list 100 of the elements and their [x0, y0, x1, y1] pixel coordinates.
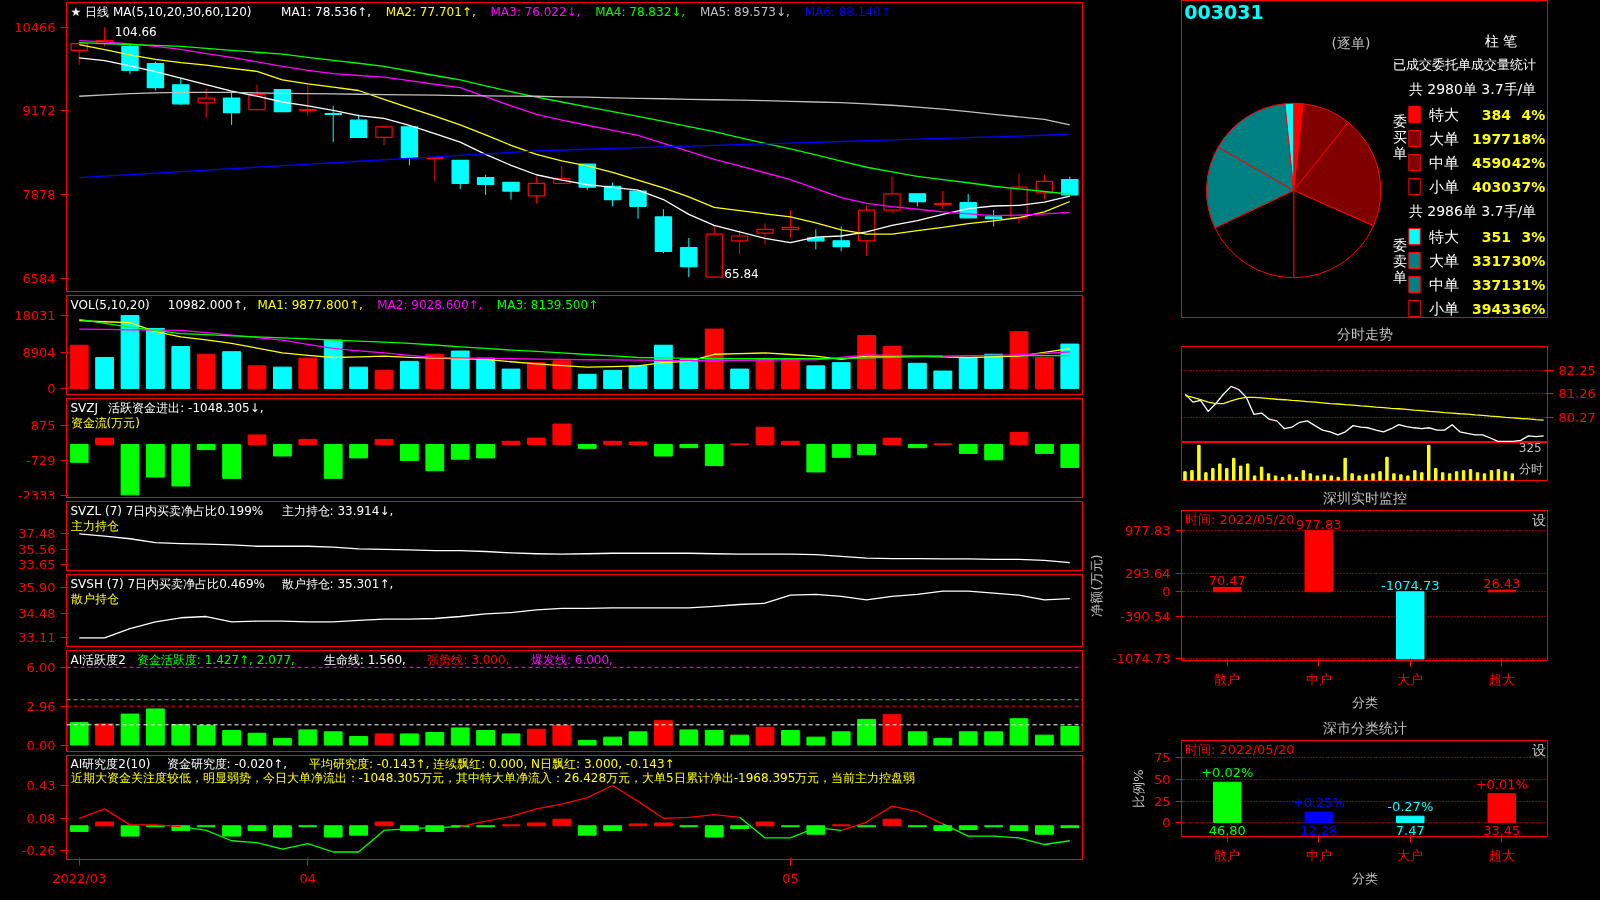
text: 37%: [1511, 178, 1546, 195]
y-tick-label: -390.54: [1120, 608, 1171, 624]
annotation: 325: [1518, 440, 1542, 455]
x-axis-title: 分类: [1351, 870, 1378, 886]
text: 4%: [1521, 106, 1546, 123]
y-tick-label: 33.11: [18, 630, 56, 646]
y-tick-label: 37.48: [18, 526, 56, 542]
y-tick-label: 8904: [22, 344, 56, 360]
chart-title: ★ 日线 MA(5,10,20,30,60,120): [70, 4, 252, 19]
y-tick-label: 0.00: [26, 737, 56, 753]
data-label: 3371: [1472, 276, 1512, 293]
text: MA3: 8139.500↑: [496, 297, 599, 312]
x-tick-label: 散户: [1214, 671, 1241, 687]
chart-subtitle: 时间: 2022/05/20: [1185, 742, 1295, 758]
chart-title: (逐单): [1331, 34, 1371, 51]
text: MA4: 78.832↓,: [595, 4, 686, 19]
text: 资金研究度: -0.020↑,: [166, 757, 287, 772]
y-tick-label: 977.83: [1125, 523, 1171, 539]
y-axis-title: 比例%: [1130, 769, 1146, 808]
y-tick-label: -0.26: [21, 842, 56, 858]
data-label: 26.43: [1483, 576, 1521, 592]
text: MA3: 76.022↓,: [490, 4, 581, 19]
data-label: 4030: [1472, 178, 1512, 195]
data-label: 977.83: [1296, 516, 1342, 532]
text: 共 2986单 3.7手/单: [1408, 202, 1537, 219]
text: MA5: 89.573↓,: [699, 4, 790, 19]
text: 3%: [1521, 228, 1546, 245]
annotation: 设: [1531, 512, 1546, 529]
x-axis-title: 分类: [1351, 694, 1378, 710]
text: 30%: [1511, 252, 1546, 269]
y-tick-label: 0: [1162, 584, 1171, 600]
y-tick-label: 0: [47, 380, 56, 396]
y-tick-label: 6584: [22, 270, 56, 286]
legend-label: 特大: [1428, 105, 1459, 124]
y-tick-label: -729: [26, 452, 56, 468]
text: MA2: 77.701↑,: [385, 4, 476, 19]
chart-title: SVZJ: [70, 400, 99, 415]
annotation: 近期大资金关注度较低，明显弱势，今日大单净流出：-1048.305万元，其中特大单净流入：26.428万元，大单5日累计净出-1968.395万元，当前主力控盘弱: [70, 771, 916, 786]
legend-label: 小单: [1428, 299, 1459, 318]
text: 003031: [1184, 0, 1264, 23]
x-tick-label: 中户: [1305, 847, 1332, 863]
x-tick-label: 中户: [1305, 671, 1332, 687]
data-label: 351: [1481, 228, 1512, 245]
legend-label: 中单: [1428, 275, 1459, 294]
y-tick-label: 81.26: [1558, 386, 1596, 402]
ref-line-label: 生命线: 1.560,: [323, 652, 406, 667]
chart-title: SVZL (7) 7日内买卖净占比0.199%: [70, 503, 264, 518]
legend-label: 特大: [1428, 227, 1459, 246]
chart-title: VOL(5,10,20): [70, 297, 150, 312]
y-tick-label: 34.48: [18, 605, 56, 621]
annotation: 主力持仓: [70, 518, 119, 533]
chart-subtitle: 时间: 2022/05/20: [1185, 512, 1295, 528]
data-label: 70.47: [1208, 573, 1246, 589]
data-label: 4590: [1472, 154, 1512, 171]
x-tick-label: 超大: [1488, 847, 1515, 863]
x-tick-label: 大户: [1397, 671, 1424, 687]
text: 委卖单: [1392, 236, 1407, 285]
text: MA6: 88.140↑: [804, 4, 891, 19]
legend-label: 中单: [1428, 153, 1459, 172]
chart-title: 深圳实时监控: [1322, 489, 1407, 506]
text: 共 2980单 3.7手/单: [1408, 80, 1537, 97]
text: MA1: 9877.800↑,: [257, 297, 363, 312]
text: 18%: [1511, 130, 1546, 147]
data-label: 3317: [1472, 252, 1512, 269]
series-label: 10982.000↑,: [167, 297, 247, 312]
chart-title: AI研究度2(10): [70, 757, 151, 772]
text: MA1: 78.536↑,: [281, 4, 371, 19]
y-tick-label: 33.65: [18, 557, 56, 573]
ref-line-label: 爆发线: 6.000,: [530, 652, 613, 667]
x-tick-label: 超大: [1488, 671, 1515, 687]
annotation: 散户持仓: [70, 591, 119, 606]
text: 柱: [1484, 32, 1499, 49]
y-axis-title: 净额(万元): [1089, 554, 1105, 617]
y-tick-label: 82.25: [1558, 362, 1596, 378]
annotation: +0.02%: [1201, 765, 1254, 781]
x-tick-label: 大户: [1397, 847, 1424, 863]
annotation: 设: [1531, 742, 1546, 759]
y-tick-label: 50: [1153, 771, 1171, 787]
x-tick-label: 2022/03: [52, 870, 107, 886]
y-tick-label: 2.96: [26, 699, 56, 715]
data-label: 33.45: [1483, 822, 1521, 838]
text: 42%: [1511, 154, 1546, 171]
chart-subtitle: 平均研究度: -0.143↑, 连续飘红: 0.000, N日飘红: 3.000, -0.143↑: [308, 757, 675, 772]
annotation: +0.01%: [1475, 776, 1528, 792]
y-tick-label: 75: [1153, 750, 1171, 766]
annotation: -0.27%: [1387, 799, 1434, 815]
legend-label: 大单: [1428, 129, 1459, 148]
text: 分时: [1518, 461, 1543, 476]
x-tick-label: 05: [782, 870, 799, 886]
y-tick-label: 10466: [14, 19, 56, 35]
x-tick-label: 散户: [1214, 847, 1241, 863]
text: 资金活跃度: 1.427↑, 2.077,: [136, 652, 295, 667]
y-tick-label: 0: [1162, 815, 1171, 831]
series-label: 活跃资金进出: -1048.305↓,: [108, 400, 264, 415]
y-tick-label: 80.27: [1558, 409, 1596, 425]
y-tick-label: 7878: [22, 187, 56, 203]
annotation: 资金流(万元): [70, 415, 140, 430]
data-label: 3943: [1472, 300, 1512, 317]
y-tick-label: -2333: [17, 487, 56, 503]
annotation: 104.66: [114, 25, 157, 40]
